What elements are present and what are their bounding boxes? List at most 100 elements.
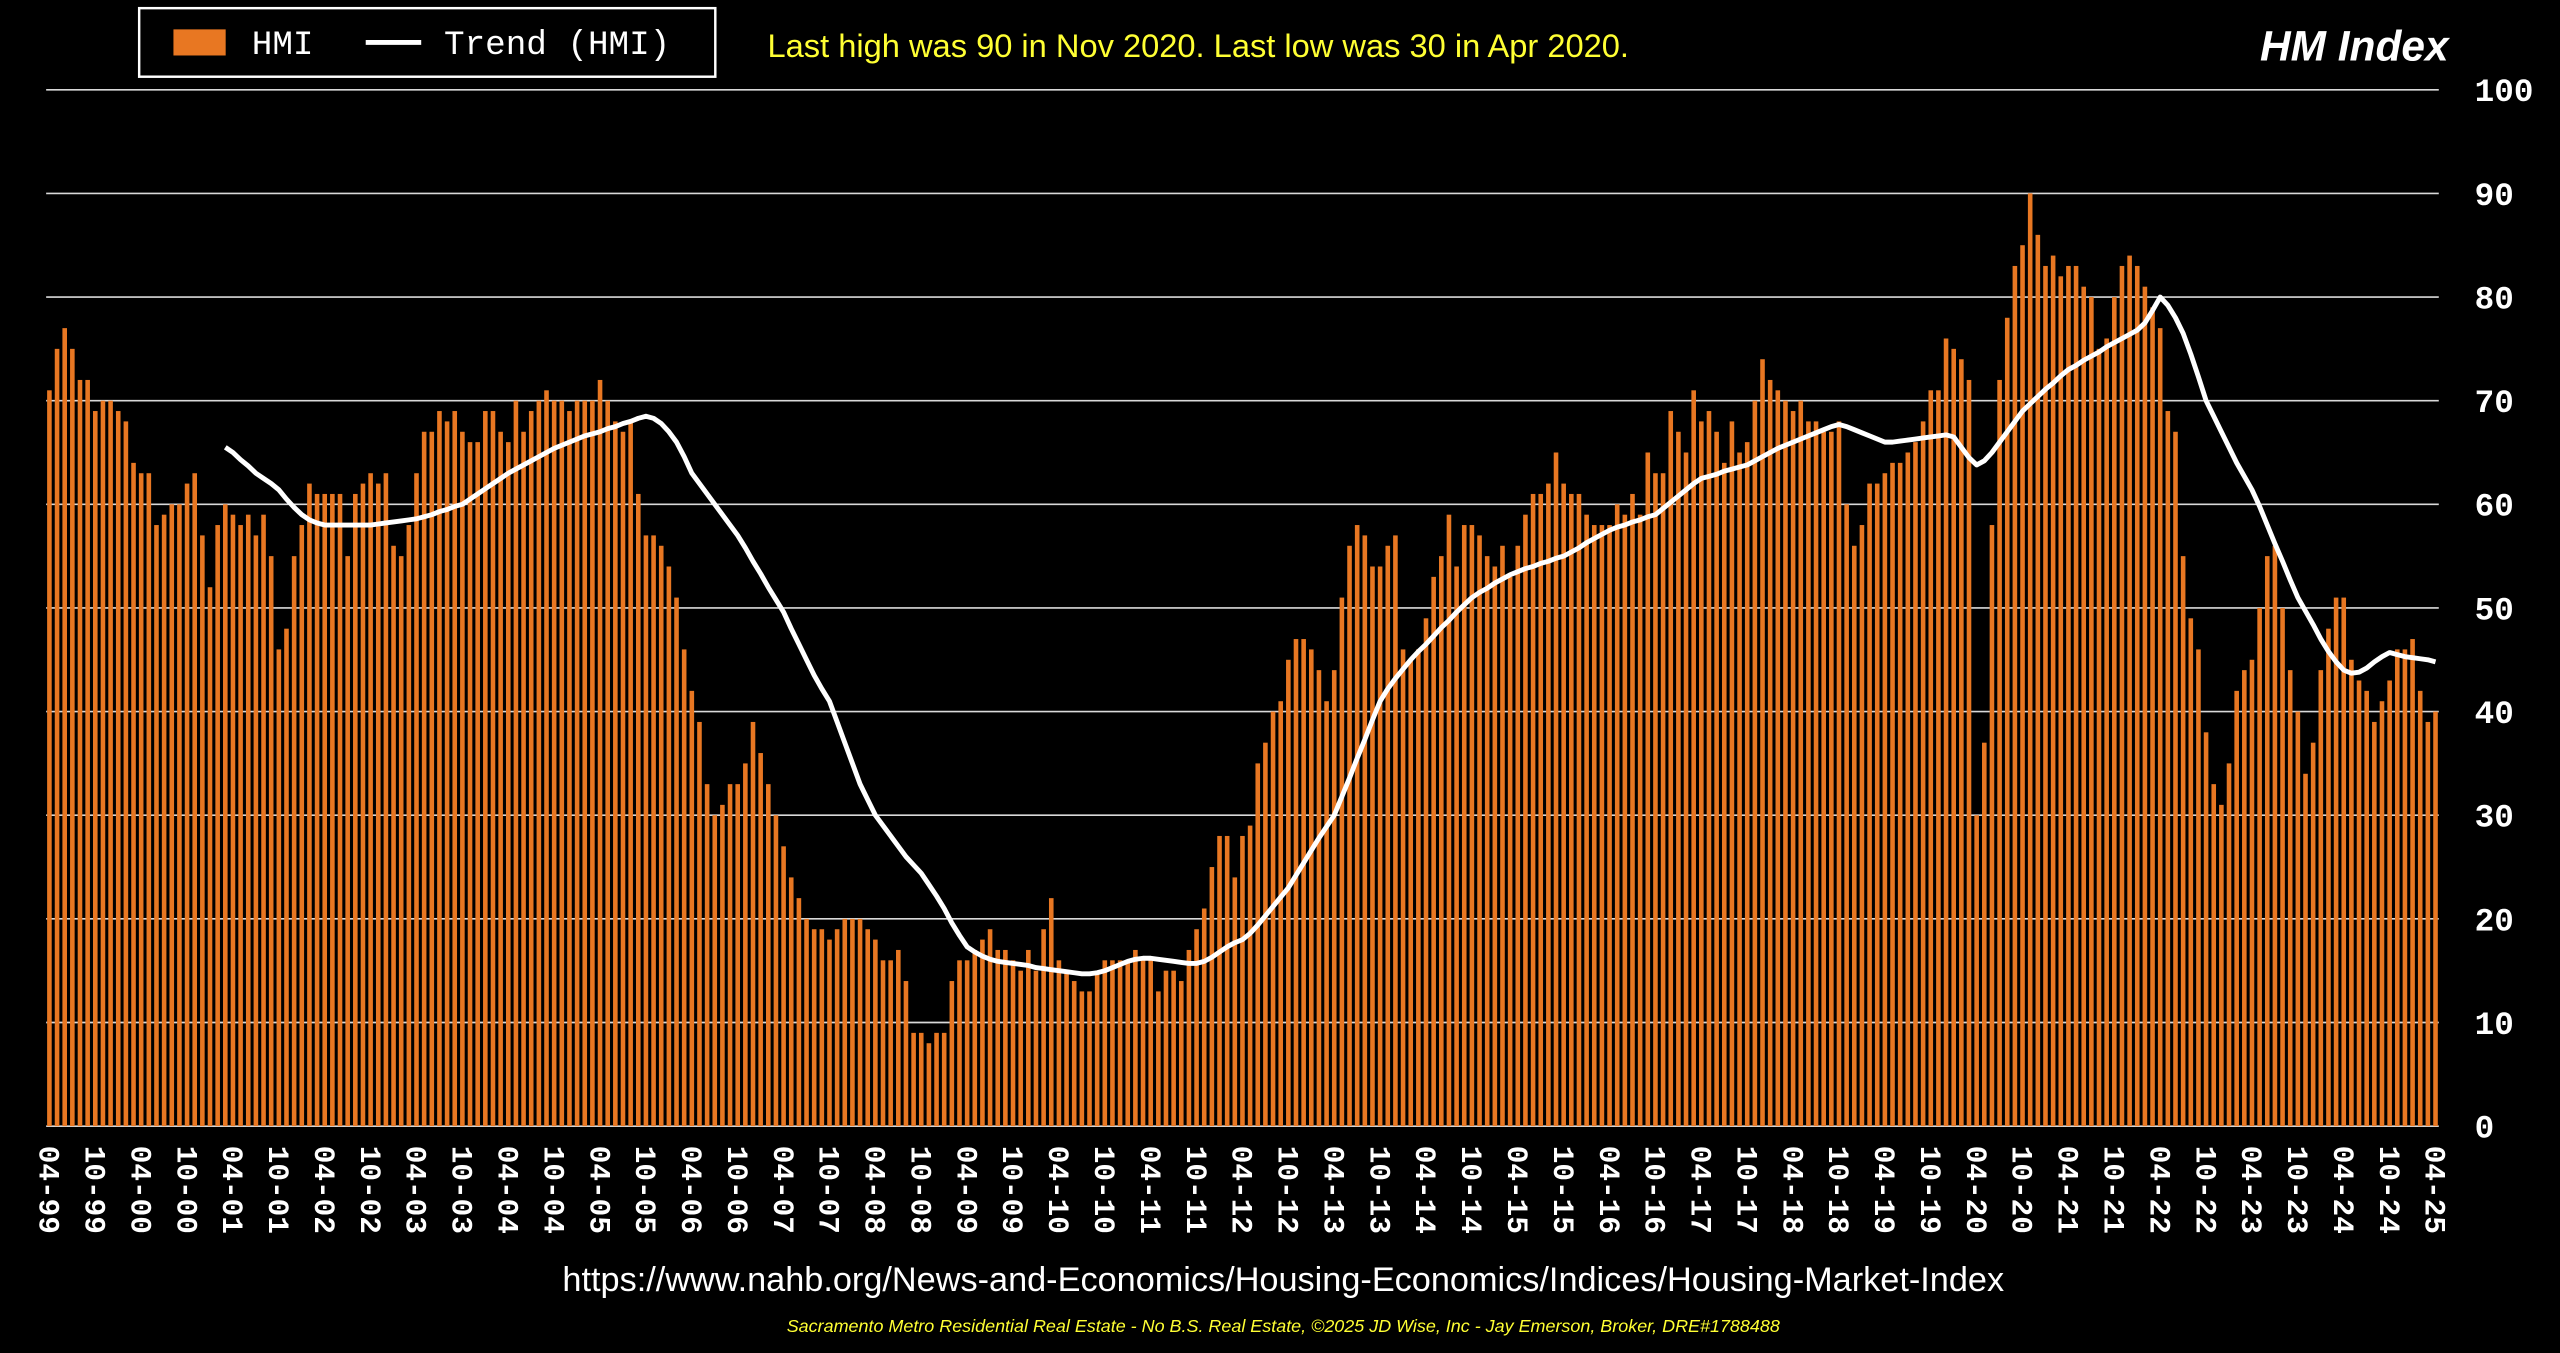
x-tick-label: 10-09 — [994, 1146, 1027, 1234]
bar — [697, 721, 702, 1127]
bar — [2066, 265, 2071, 1127]
bar — [1676, 431, 1681, 1127]
bar — [483, 411, 488, 1127]
y-tick-label: 80 — [2475, 281, 2514, 318]
bar — [2280, 607, 2285, 1127]
x-tick-label: 10-06 — [719, 1146, 752, 1234]
bar — [2196, 649, 2201, 1127]
bar — [1607, 525, 1612, 1127]
bar — [2096, 348, 2102, 1127]
y-tick-label: 50 — [2475, 592, 2514, 629]
x-tick-label: 10-10 — [1086, 1146, 1119, 1234]
x-tick-label: 04-12 — [1224, 1146, 1257, 1234]
bar — [1645, 452, 1651, 1127]
bar — [2073, 265, 2079, 1127]
bar — [628, 421, 633, 1127]
bar — [980, 939, 985, 1127]
bar — [2058, 276, 2064, 1127]
bar — [1599, 525, 1605, 1127]
bar — [2356, 680, 2362, 1127]
bar — [1806, 421, 1811, 1127]
x-tick-label: 10-16 — [1637, 1146, 1670, 1234]
bar — [100, 400, 106, 1127]
bar — [498, 431, 503, 1127]
bar — [1515, 545, 1521, 1127]
chart-title: HM Index — [2260, 22, 2451, 69]
bar — [131, 462, 136, 1127]
bar — [154, 525, 159, 1127]
bar — [1744, 442, 1750, 1127]
bar — [1331, 670, 1337, 1127]
bar — [2433, 711, 2438, 1127]
bar — [1477, 535, 1482, 1127]
x-tick-label: 04-01 — [214, 1146, 247, 1234]
bar — [1989, 525, 1995, 1127]
bar — [1752, 400, 1758, 1127]
bar — [2173, 431, 2178, 1127]
bar — [1393, 535, 1398, 1127]
bar — [1630, 493, 1635, 1127]
x-tick-label: 04-13 — [1315, 1146, 1348, 1234]
bar — [1874, 483, 1880, 1127]
bar — [261, 514, 266, 1127]
x-tick-label: 04-02 — [306, 1146, 339, 1234]
bar — [2203, 732, 2209, 1127]
bar — [1217, 835, 1222, 1127]
bar — [92, 411, 98, 1127]
bar — [1982, 742, 1987, 1127]
bar — [245, 514, 251, 1127]
bar — [2264, 556, 2270, 1127]
source-url: https://www.nahb.org/News-and-Economics/… — [562, 1261, 2004, 1299]
bar — [1354, 525, 1360, 1127]
bar — [1416, 649, 1421, 1127]
bar — [1729, 421, 1735, 1127]
x-tick-label: 10-18 — [1820, 1146, 1853, 1234]
bar — [268, 556, 274, 1127]
bar — [1492, 566, 1498, 1127]
x-tick-label: 10-20 — [2004, 1146, 2037, 1234]
bar — [2402, 649, 2408, 1127]
bar — [2134, 265, 2140, 1127]
bar — [1966, 379, 1972, 1127]
bar — [421, 431, 427, 1127]
bar — [1668, 411, 1674, 1127]
bar — [1171, 970, 1176, 1127]
bar — [70, 348, 75, 1127]
bar — [2287, 670, 2293, 1127]
bar — [1110, 960, 1115, 1127]
bar — [758, 753, 763, 1127]
bar — [1546, 483, 1551, 1127]
bar — [1232, 877, 1238, 1127]
x-tick-label: 04-04 — [489, 1146, 522, 1234]
bar — [2295, 711, 2301, 1127]
x-tick-label: 10-13 — [1361, 1146, 1394, 1234]
bar — [1943, 338, 1949, 1127]
x-tick-label: 04-06 — [673, 1146, 706, 1234]
bar — [1867, 483, 1872, 1127]
bar — [2333, 597, 2339, 1127]
bar — [368, 473, 373, 1127]
bar — [1660, 473, 1666, 1127]
bar — [1997, 379, 2002, 1127]
bar — [1576, 493, 1582, 1127]
x-tick-label: 10-04 — [535, 1146, 568, 1234]
bar — [850, 918, 855, 1127]
bar — [2219, 804, 2224, 1127]
y-tick-label: 90 — [2475, 178, 2514, 215]
bar — [1890, 462, 1895, 1127]
bar — [1087, 991, 1092, 1127]
bar — [888, 960, 893, 1127]
bar — [1439, 556, 1444, 1127]
bar — [276, 649, 282, 1127]
x-tick-label: 04-07 — [765, 1146, 798, 1234]
bar — [1102, 960, 1108, 1127]
bar — [2387, 680, 2392, 1127]
bar — [873, 939, 878, 1127]
bar — [1178, 981, 1184, 1127]
bar — [1920, 421, 1926, 1127]
bar — [941, 1032, 947, 1127]
bar — [223, 504, 228, 1127]
bar — [842, 918, 848, 1127]
bar — [1263, 742, 1268, 1127]
bar — [115, 411, 121, 1127]
